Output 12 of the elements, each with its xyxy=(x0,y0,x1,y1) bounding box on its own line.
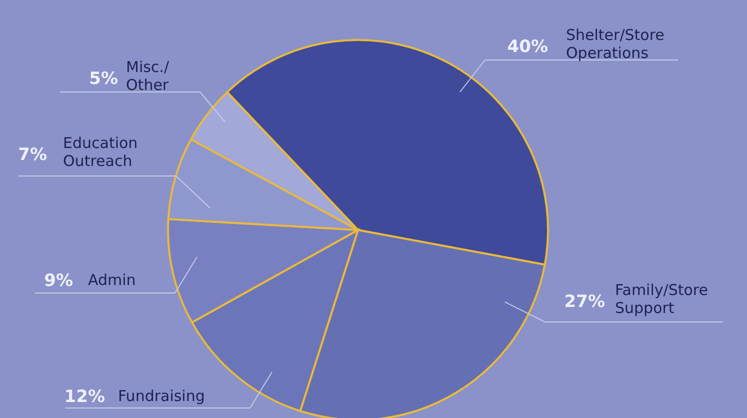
slice-label: Fundraising xyxy=(118,387,205,405)
data-label: 9% xyxy=(44,271,73,291)
slice-label: Education Outreach xyxy=(63,134,138,170)
data-label: 27% xyxy=(564,292,605,312)
slice-label: Family/Store Support xyxy=(615,281,708,317)
slice-label: Shelter/Store Operations xyxy=(566,26,664,62)
data-label: 5% xyxy=(89,69,118,89)
slice-label: Admin xyxy=(88,271,136,289)
data-label: 40% xyxy=(507,37,548,57)
data-label: 12% xyxy=(64,387,105,407)
data-label: 7% xyxy=(18,145,47,165)
slice-label: Misc./ Other xyxy=(126,58,170,94)
